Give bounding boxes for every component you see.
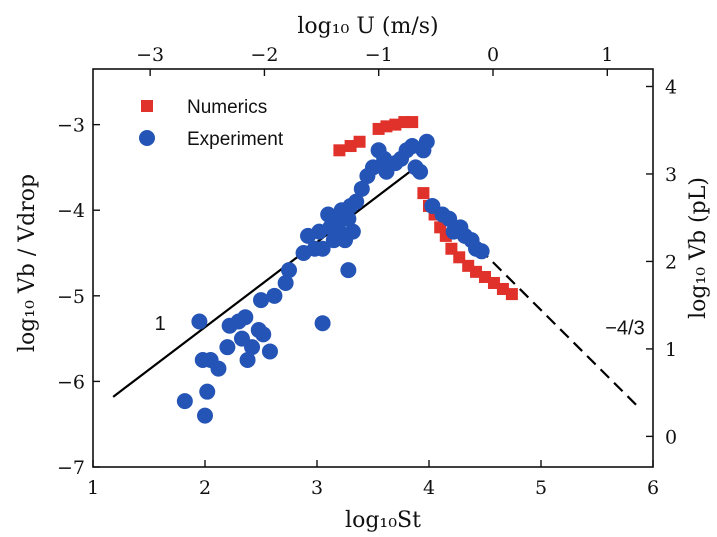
legend-marker-experiment bbox=[139, 130, 155, 146]
experiment-point bbox=[210, 360, 227, 377]
experiment-point bbox=[441, 210, 458, 227]
legend: Numerics Experiment bbox=[139, 97, 284, 150]
top-x-tick-label: −2 bbox=[250, 44, 278, 66]
legend-label: Experiment bbox=[187, 129, 284, 150]
experiment-point bbox=[244, 339, 261, 356]
experiment-point bbox=[348, 193, 365, 210]
numerics-point bbox=[372, 122, 385, 135]
experiment-point bbox=[237, 309, 254, 326]
y-tick-label: −3 bbox=[57, 115, 85, 137]
top-x-tick-label: −3 bbox=[136, 44, 164, 66]
experiment-point bbox=[197, 407, 213, 424]
right-y-tick-label: 0 bbox=[665, 426, 677, 448]
experiment-point bbox=[340, 210, 357, 227]
x-tick-label: 2 bbox=[199, 477, 211, 499]
x-axis-title: log₁₀St bbox=[345, 508, 421, 533]
axes-frame bbox=[92, 68, 654, 468]
numerics-point bbox=[406, 116, 419, 129]
legend-label: Numerics bbox=[187, 97, 267, 118]
experiment-point bbox=[344, 223, 361, 240]
y-tick-label: −4 bbox=[57, 200, 85, 222]
tick-group bbox=[92, 69, 654, 468]
right-y-tick-label: 3 bbox=[665, 164, 677, 186]
y-tick-label: −6 bbox=[57, 371, 85, 393]
top-x-tick-label: 1 bbox=[601, 44, 613, 66]
experiment-point bbox=[473, 243, 490, 260]
experiment-point bbox=[314, 240, 331, 257]
fit-line-solid bbox=[112, 162, 422, 398]
experiment-point bbox=[176, 393, 193, 410]
y-tick-label: −5 bbox=[57, 286, 85, 308]
y-tick-label: −7 bbox=[57, 457, 85, 479]
right-y-tick-label: 4 bbox=[665, 76, 677, 98]
right-y-axis-title: log₁₀ Vb (pL) bbox=[686, 177, 711, 319]
experiment-point bbox=[353, 180, 370, 197]
numerics-point bbox=[505, 288, 518, 301]
numerics-point bbox=[333, 144, 346, 157]
right-y-tick-label: 1 bbox=[665, 339, 677, 361]
x-tick-label: 1 bbox=[87, 477, 99, 499]
label-group: 1 2 3 4 5 6−7−6−5−4−3−3 −2 −1 0 101234log₁₀Stlog₁… bbox=[15, 14, 711, 533]
slope-annotation: 1 bbox=[155, 313, 166, 335]
x-tick-label: 6 bbox=[647, 477, 659, 499]
numerics-point bbox=[353, 135, 366, 148]
experiment-point bbox=[365, 159, 381, 176]
experiment-point bbox=[191, 313, 208, 330]
numerics-point bbox=[389, 118, 402, 131]
y-axis-title: log₁₀ Vb / Vdrop bbox=[15, 174, 40, 352]
experiment-point bbox=[255, 326, 272, 343]
top-x-tick-label: 0 bbox=[487, 44, 499, 66]
experiment-point bbox=[277, 274, 294, 291]
experiment-point bbox=[253, 292, 269, 309]
experiment-point bbox=[266, 287, 283, 304]
experiment-point bbox=[261, 343, 278, 360]
top-x-axis-title: log₁₀ U (m/s) bbox=[297, 14, 438, 39]
experiment-point bbox=[340, 262, 357, 279]
experiment-point bbox=[199, 383, 216, 400]
experiment-point bbox=[239, 352, 256, 369]
right-y-tick-label: 2 bbox=[665, 251, 677, 273]
experiment-point bbox=[314, 315, 331, 332]
experiment-point bbox=[219, 339, 236, 356]
experiment-point bbox=[281, 262, 297, 279]
experiment-point bbox=[418, 133, 435, 150]
numerics-point bbox=[417, 187, 430, 200]
x-tick-label: 3 bbox=[311, 477, 323, 499]
top-x-tick-label: −1 bbox=[365, 44, 393, 66]
x-tick-label: 4 bbox=[423, 477, 435, 499]
x-tick-label: 5 bbox=[535, 477, 547, 499]
legend-marker-numerics bbox=[141, 100, 153, 112]
slope-annotation: −4/3 bbox=[605, 317, 644, 339]
experiment-point bbox=[412, 163, 429, 180]
plot-area bbox=[112, 116, 640, 424]
